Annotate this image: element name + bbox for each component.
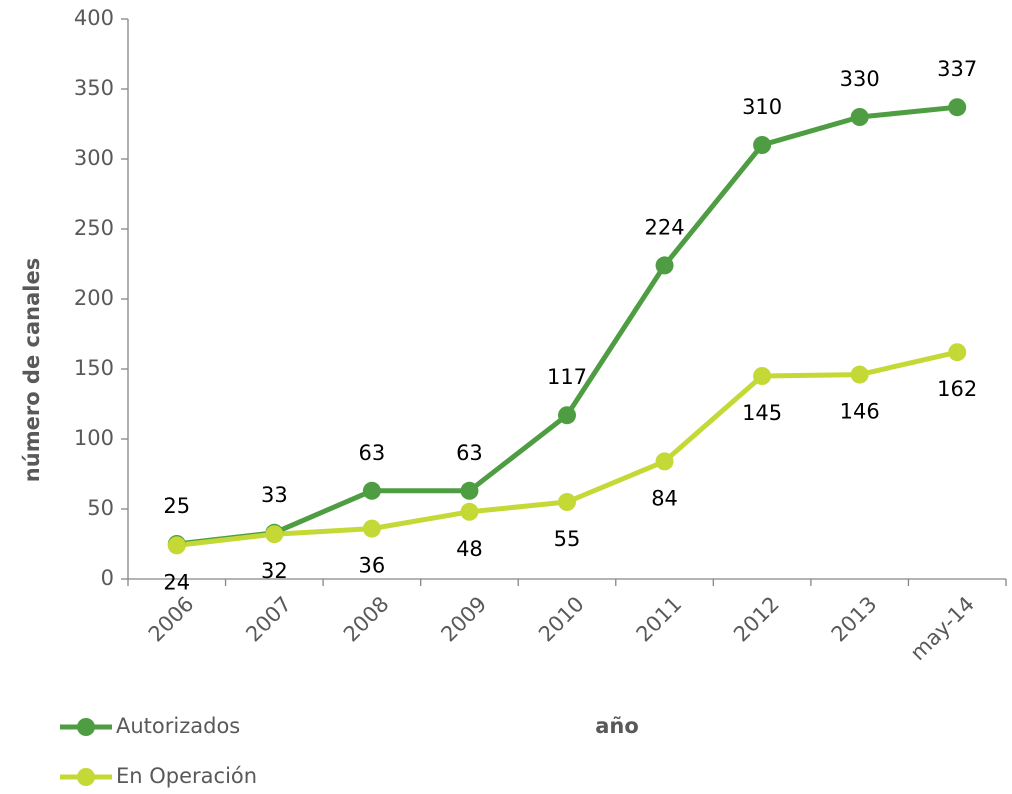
data-point [558,406,576,425]
data-label: 146 [840,400,880,424]
y-tick-label: 50 [87,496,114,520]
y-axis-label: número de canales [20,258,44,482]
y-tick-label: 400 [74,6,114,30]
data-label: 84 [651,486,678,510]
data-point [167,536,186,555]
y-tick-label: 250 [74,216,114,240]
data-point [948,98,967,117]
data-label: 63 [456,441,483,465]
data-label: 55 [554,527,581,551]
legend-label: Autorizados [116,714,240,738]
x-tick-label: 2008 [339,592,394,647]
data-point [850,108,869,126]
legend-label: En Operación [116,764,257,788]
data-label: 145 [742,401,782,425]
data-point [460,481,479,500]
x-axis-label: año [595,714,639,738]
data-label: 162 [937,377,977,401]
data-point [753,367,772,385]
data-label: 48 [456,537,483,561]
data-label: 337 [937,57,977,81]
data-label: 330 [840,67,880,91]
data-point [655,256,674,275]
data-point [460,502,479,521]
data-label: 36 [359,554,386,578]
y-tick-label: 100 [74,426,114,450]
x-tick-label: 2007 [241,592,296,647]
data-point [753,136,772,154]
data-label: 24 [163,570,190,594]
y-tick-label: 300 [74,146,114,170]
data-label: 310 [742,95,782,119]
data-label: 25 [163,494,190,518]
x-tick-label: 2009 [436,592,491,647]
x-tick-label: 2013 [827,592,882,647]
data-point [655,452,674,471]
data-point [362,481,381,500]
y-tick-label: 150 [74,356,114,380]
x-tick-label: 2011 [632,592,687,647]
data-point [558,493,576,511]
data-point [948,343,967,362]
x-tick-label: 2010 [534,592,589,647]
data-label: 117 [547,365,587,389]
data-point [850,365,869,384]
data-point [265,525,284,544]
x-tick-label: 2006 [144,592,199,647]
data-label: 33 [261,483,288,507]
data-label: 224 [645,215,685,239]
y-tick-label: 0 [101,566,114,590]
data-label: 32 [261,559,288,583]
legend-marker [77,768,95,786]
x-tick-label: may-14 [906,592,979,665]
series-line [176,104,958,547]
y-tick-label: 350 [74,76,114,100]
y-tick-label: 200 [74,286,114,310]
legend-marker [77,718,95,736]
data-label: 63 [359,441,386,465]
x-tick-label: 2012 [729,592,784,647]
data-point [362,519,381,538]
